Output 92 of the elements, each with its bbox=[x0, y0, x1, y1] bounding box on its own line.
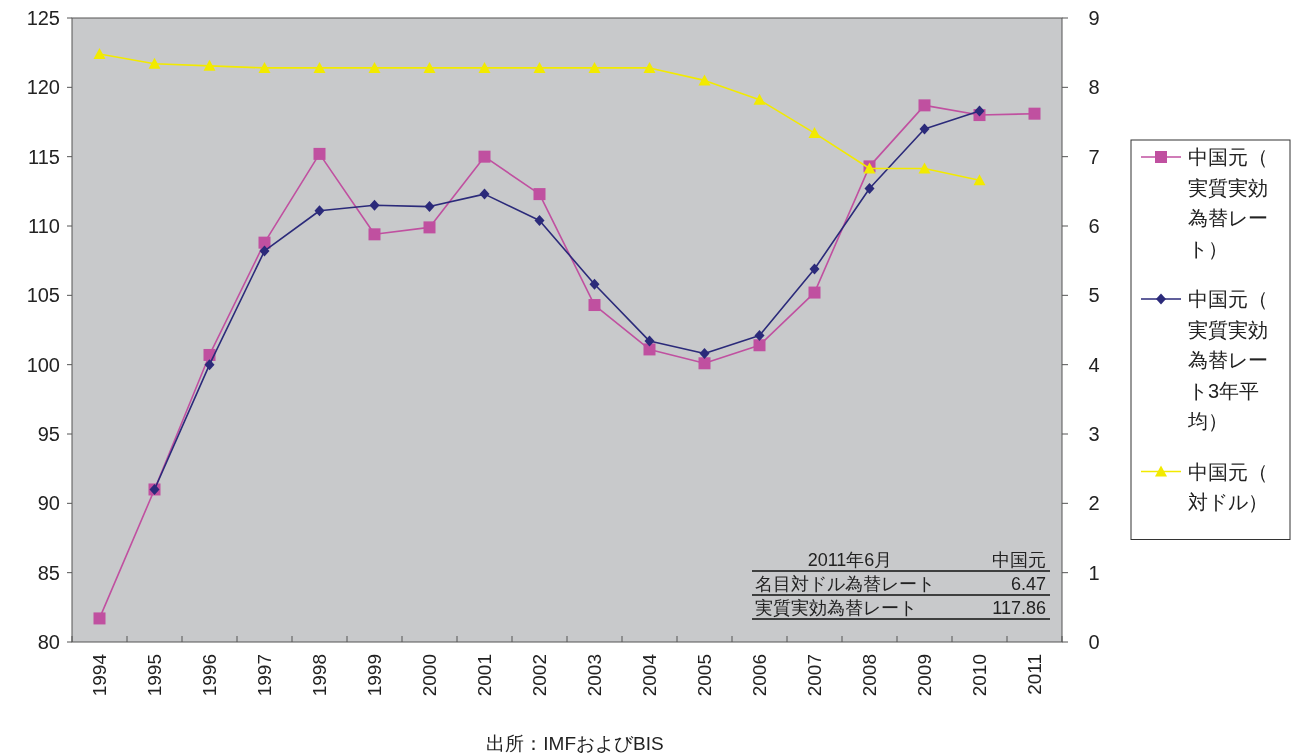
point bbox=[588, 61, 601, 73]
y-tick-label: 115 bbox=[28, 145, 60, 168]
y-tick-label: 85 bbox=[37, 561, 60, 584]
y2-tick-label: 9 bbox=[1088, 7, 1100, 29]
legend-label: 中国元（実質実効為替レート） bbox=[1188, 146, 1268, 260]
annotation: 2011年6月 bbox=[807, 550, 893, 570]
point bbox=[809, 263, 820, 275]
x-tick-label: 2001 bbox=[473, 654, 495, 697]
x-tick-label: 1996 bbox=[198, 654, 220, 697]
x-tick-label: 1995 bbox=[143, 654, 165, 697]
legend-label: 中国元（実質実効為替レート3年平均） bbox=[1187, 288, 1268, 432]
x-tick-label: 2003 bbox=[583, 654, 605, 697]
point bbox=[423, 221, 436, 234]
point bbox=[203, 59, 216, 71]
x-tick-label: 2005 bbox=[693, 654, 715, 697]
point bbox=[533, 188, 546, 201]
y2-tick-label: 2 bbox=[1088, 492, 1100, 515]
point bbox=[479, 188, 490, 200]
point bbox=[368, 228, 381, 241]
point bbox=[204, 359, 215, 371]
point bbox=[588, 299, 601, 312]
y-tick-label: 110 bbox=[28, 215, 60, 237]
point bbox=[313, 147, 326, 160]
x-tick-label: 2002 bbox=[528, 654, 550, 697]
point bbox=[643, 343, 656, 356]
point bbox=[589, 278, 600, 290]
x-tick-label: 2006 bbox=[748, 654, 770, 697]
y2-tick-label: 3 bbox=[1088, 423, 1100, 445]
y-tick-label: 80 bbox=[37, 631, 60, 653]
point bbox=[918, 99, 931, 112]
point bbox=[919, 123, 930, 135]
y-tick-label: 105 bbox=[26, 284, 60, 307]
point bbox=[808, 286, 821, 299]
point bbox=[369, 199, 380, 211]
y2-tick-label: 7 bbox=[1088, 145, 1100, 168]
point bbox=[478, 150, 491, 163]
point bbox=[698, 357, 711, 370]
x-tick-label: 2004 bbox=[638, 653, 660, 697]
y2-tick-label: 8 bbox=[1088, 76, 1100, 99]
annotation: 6.47 bbox=[1010, 574, 1046, 594]
point bbox=[534, 214, 545, 226]
point bbox=[644, 335, 655, 347]
text: 出所：IMFおよびBIS bbox=[486, 733, 664, 754]
point bbox=[478, 61, 491, 73]
annotation: 117.86 bbox=[992, 598, 1046, 618]
point bbox=[864, 183, 875, 195]
point bbox=[424, 201, 435, 213]
y2-tick-label: 0 bbox=[1088, 631, 1100, 653]
point bbox=[258, 61, 271, 73]
annotation: 名目対ドル為替レート bbox=[755, 574, 935, 594]
point bbox=[314, 205, 325, 217]
point bbox=[698, 74, 711, 86]
y-tick-label: 100 bbox=[26, 353, 60, 376]
point bbox=[533, 61, 546, 73]
point bbox=[1028, 107, 1041, 120]
point bbox=[93, 612, 106, 625]
x-tick-label: 2007 bbox=[803, 654, 825, 697]
y-tick-label: 125 bbox=[26, 7, 60, 29]
point bbox=[973, 174, 986, 186]
point bbox=[313, 61, 326, 73]
x-tick-label: 2010 bbox=[968, 654, 990, 697]
point bbox=[423, 61, 436, 73]
y2-tick-label: 4 bbox=[1088, 353, 1100, 376]
x-tick-label: 1999 bbox=[363, 654, 385, 697]
y-tick-label: 90 bbox=[37, 492, 60, 515]
legend-label: 中国元（対ドル） bbox=[1188, 460, 1268, 513]
point bbox=[259, 245, 270, 257]
point bbox=[918, 162, 931, 174]
point bbox=[643, 61, 656, 73]
y-tick-label: 95 bbox=[37, 423, 60, 445]
annotation: 中国元 bbox=[992, 550, 1046, 570]
x-tick-label: 1998 bbox=[308, 654, 330, 697]
x-tick-label: 2009 bbox=[913, 654, 935, 697]
point bbox=[753, 339, 766, 352]
y2-tick-label: 5 bbox=[1088, 284, 1100, 307]
point bbox=[368, 61, 381, 73]
x-tick-label: 1994 bbox=[88, 653, 110, 697]
point bbox=[753, 93, 766, 105]
point bbox=[974, 105, 985, 117]
y2-tick-label: 6 bbox=[1088, 215, 1100, 237]
x-tick-label: 2008 bbox=[858, 654, 880, 697]
point bbox=[148, 57, 161, 69]
point bbox=[754, 330, 765, 342]
y2-tick-label: 1 bbox=[1088, 561, 1100, 584]
point bbox=[699, 348, 710, 360]
x-tick-label: 2000 bbox=[418, 654, 440, 697]
x-tick-label: 1997 bbox=[253, 654, 275, 697]
y-tick-label: 120 bbox=[26, 76, 60, 99]
point bbox=[808, 127, 821, 139]
x-tick-label: 2011 bbox=[1023, 654, 1045, 695]
annotation: 実質実効為替レート bbox=[755, 598, 917, 618]
point bbox=[93, 48, 106, 60]
